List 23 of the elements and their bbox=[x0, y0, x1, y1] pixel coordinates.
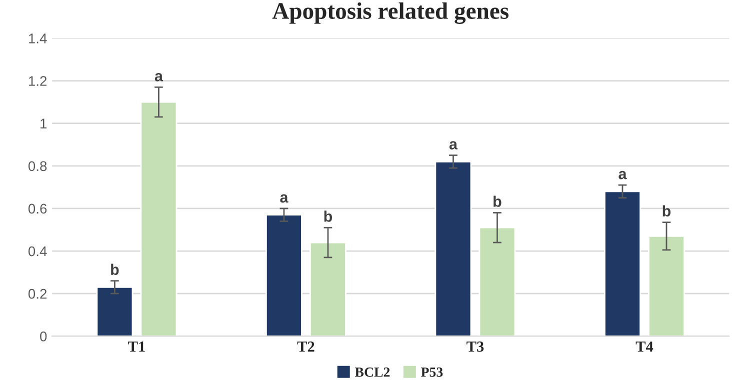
x-tick-label: T2 bbox=[297, 342, 314, 352]
legend-label: P53 bbox=[421, 367, 443, 377]
y-tick-label: 1.2 bbox=[28, 76, 47, 86]
data-label: b bbox=[324, 210, 332, 222]
x-tick-label: T4 bbox=[636, 342, 654, 352]
data-label: a bbox=[449, 141, 458, 150]
y-tick-label: 0.8 bbox=[28, 161, 47, 172]
data-label: b bbox=[494, 196, 502, 207]
data-label: a bbox=[154, 72, 164, 82]
x-tick-label: T1 bbox=[128, 342, 145, 352]
data-label: a bbox=[618, 170, 627, 180]
chart-title: Apoptosis related genes bbox=[272, 2, 509, 24]
data-label: a bbox=[280, 194, 288, 203]
y-tick-label: 0.4 bbox=[28, 246, 47, 256]
legend-label: BCL2 bbox=[354, 367, 390, 377]
data-label: b bbox=[111, 264, 119, 276]
y-tick-label: 0.2 bbox=[28, 288, 47, 299]
data-label: b bbox=[662, 205, 671, 216]
y-tick-label: 1 bbox=[40, 118, 47, 128]
y-tick-label: 0.6 bbox=[28, 204, 47, 214]
y-tick-label: 0 bbox=[40, 331, 47, 342]
y-tick-label: 1.4 bbox=[28, 34, 47, 44]
x-tick-label: T3 bbox=[466, 342, 484, 352]
